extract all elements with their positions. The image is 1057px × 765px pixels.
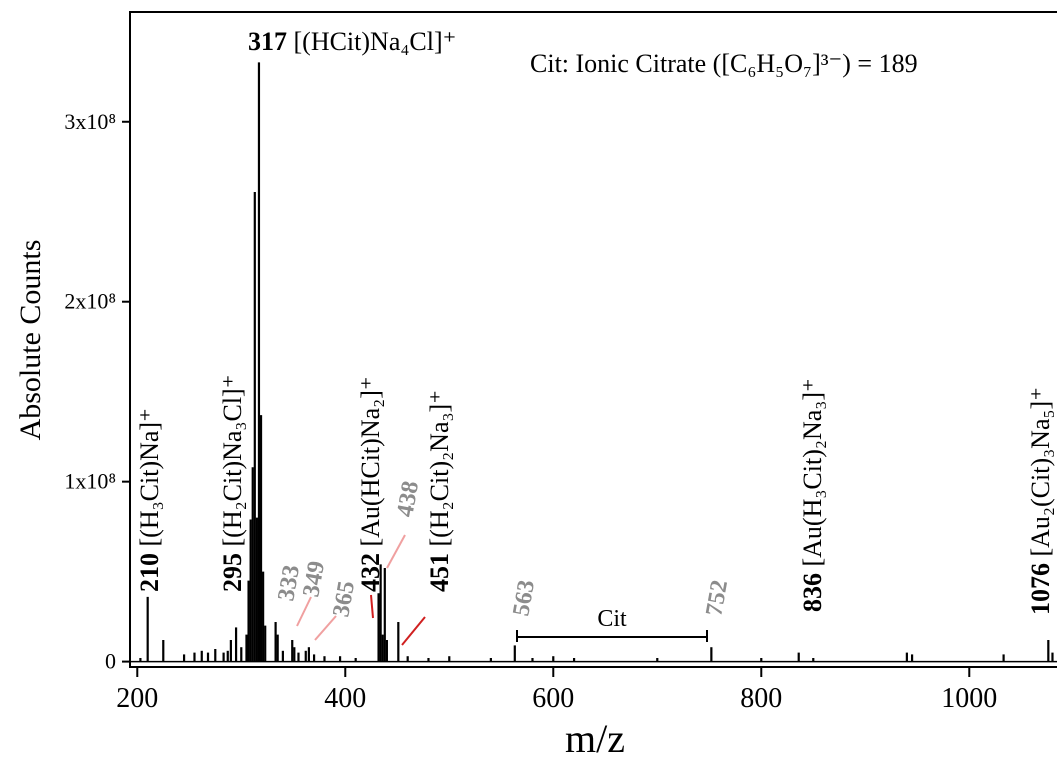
plot-frame	[129, 11, 1057, 668]
annotation-mz: 1076	[1026, 563, 1055, 615]
connector	[296, 596, 312, 627]
annotation-mz: 317	[248, 27, 287, 56]
annotation-mz: 295	[218, 553, 247, 592]
annotation: 1076 [Au₂(Cit)₃Na₅]⁺	[1026, 387, 1055, 615]
connector	[401, 616, 426, 646]
y-tick-label: 1x10⁸	[64, 469, 116, 494]
x-tick-label: 400	[324, 683, 366, 714]
annotation-formula: [(H₂Cit)Na₃Cl]⁺	[218, 375, 247, 547]
annotation-mz: 432	[356, 553, 385, 592]
connector	[370, 594, 374, 619]
minor-label: 349	[298, 559, 330, 599]
y-tick-label: 2x10⁸	[64, 289, 116, 314]
x-tick-label: 1000	[941, 683, 997, 714]
minor-label: 365	[328, 579, 360, 619]
connector	[314, 615, 337, 641]
annotation: 451 [(H₂Cit)₂Na₃]⁺	[425, 390, 454, 592]
minor-label: 752	[701, 578, 733, 618]
annotation: 210 [(H₃Cit)Na]⁺	[135, 408, 164, 592]
note: Cit: Ionic Citrate ([C₆H₅O₇]³⁻) = 189	[530, 49, 918, 78]
annotation-formula: [(HCit)Na₄Cl]⁺	[294, 27, 457, 56]
minor-label: 333	[273, 563, 305, 603]
annotation-formula: [(H₃Cit)Na]⁺	[135, 408, 164, 546]
connector	[386, 534, 406, 569]
annotation-mz: 210	[135, 553, 164, 592]
annotation-formula: [Au₂(Cit)₃Na₅]⁺	[1026, 387, 1055, 556]
x-tick-label: 800	[740, 683, 782, 714]
x-tick-label: 200	[116, 683, 158, 714]
annotation: 317 [(HCit)Na₄Cl]⁺	[248, 27, 456, 56]
y-axis-title: Absolute Counts	[14, 240, 47, 441]
x-axis-title: m/z	[565, 716, 625, 761]
minor-label: 563	[508, 578, 540, 618]
annotation: 836 [Au(H₃Cit)₂Na₃]⁺	[798, 378, 827, 612]
annotation-mz: 451	[425, 553, 454, 592]
annotation-mz: 836	[798, 573, 827, 612]
bracket-label: Cit	[597, 606, 627, 632]
annotation: 432 [Au(HCit)Na₂]⁺	[356, 376, 385, 592]
annotation-formula: [Au(H₃Cit)₂Na₃]⁺	[798, 378, 827, 566]
y-tick-label: 3x10⁸	[64, 109, 116, 134]
annotation: 295 [(H₂Cit)Na₃Cl]⁺	[218, 375, 247, 592]
annotation-formula: [Au(HCit)Na₂]⁺	[356, 376, 385, 546]
y-tick-label: 0	[105, 649, 116, 674]
minor-label: 438	[392, 479, 424, 519]
x-tick-label: 600	[532, 683, 574, 714]
annotation-formula: [(H₂Cit)₂Na₃]⁺	[425, 390, 454, 546]
